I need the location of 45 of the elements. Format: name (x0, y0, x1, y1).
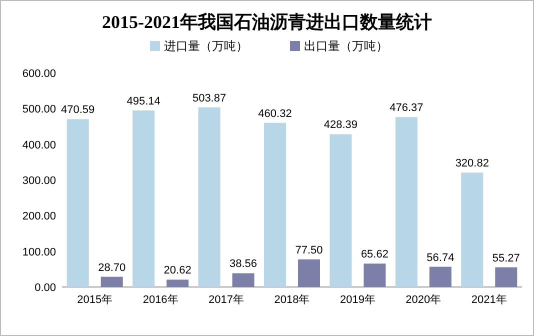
y-tick-label: 500.00 (22, 104, 56, 116)
data-label: 428.39 (324, 119, 358, 132)
y-tick-label: 400.00 (22, 139, 56, 152)
data-label: 56.74 (426, 252, 454, 264)
data-label: 20.62 (164, 264, 192, 277)
x-tick-label: 2020年 (406, 294, 442, 306)
bar (66, 119, 89, 287)
bar (166, 280, 189, 287)
data-label: 476.37 (390, 102, 424, 114)
data-label: 320.82 (455, 158, 489, 170)
bar (330, 134, 352, 287)
bar (264, 122, 286, 287)
bar (395, 117, 418, 287)
x-tick-label: 2017年 (208, 294, 244, 306)
bar (461, 172, 484, 287)
y-tick-label: 100.00 (22, 246, 56, 258)
data-label: 460.32 (258, 108, 292, 120)
y-tick-label: 0.00 (34, 282, 56, 294)
x-tick-label: 2021年 (471, 294, 507, 306)
data-label: 65.62 (360, 248, 388, 261)
legend-label: 进口量（万吨） (164, 39, 248, 53)
data-label: 38.56 (230, 258, 258, 270)
bar (232, 273, 254, 287)
data-label: 77.50 (295, 244, 323, 256)
y-tick-label: 200.00 (22, 210, 56, 223)
bar (100, 276, 123, 287)
x-tick-label: 2016年 (142, 294, 178, 306)
x-tick-label: 2015年 (77, 294, 113, 306)
x-tick-label: 2018年 (274, 294, 310, 306)
data-label: 470.59 (61, 104, 95, 116)
bar (298, 259, 320, 287)
bar (132, 110, 155, 287)
data-label: 503.87 (192, 92, 226, 104)
bar (364, 264, 386, 287)
data-label: 55.27 (492, 252, 520, 264)
data-label: 28.70 (98, 262, 126, 274)
legend-label: 出口量（万吨） (304, 39, 388, 53)
y-tick-label: 600.00 (22, 68, 56, 80)
bar (198, 107, 220, 287)
bar (495, 267, 518, 287)
bar (429, 266, 452, 287)
chart-title: 2015-2021年我国石油沥青进出口数量统计 (102, 12, 432, 32)
y-tick-label: 300.00 (22, 175, 56, 187)
data-label: 495.14 (126, 95, 160, 108)
x-tick-label: 2019年 (340, 294, 376, 306)
